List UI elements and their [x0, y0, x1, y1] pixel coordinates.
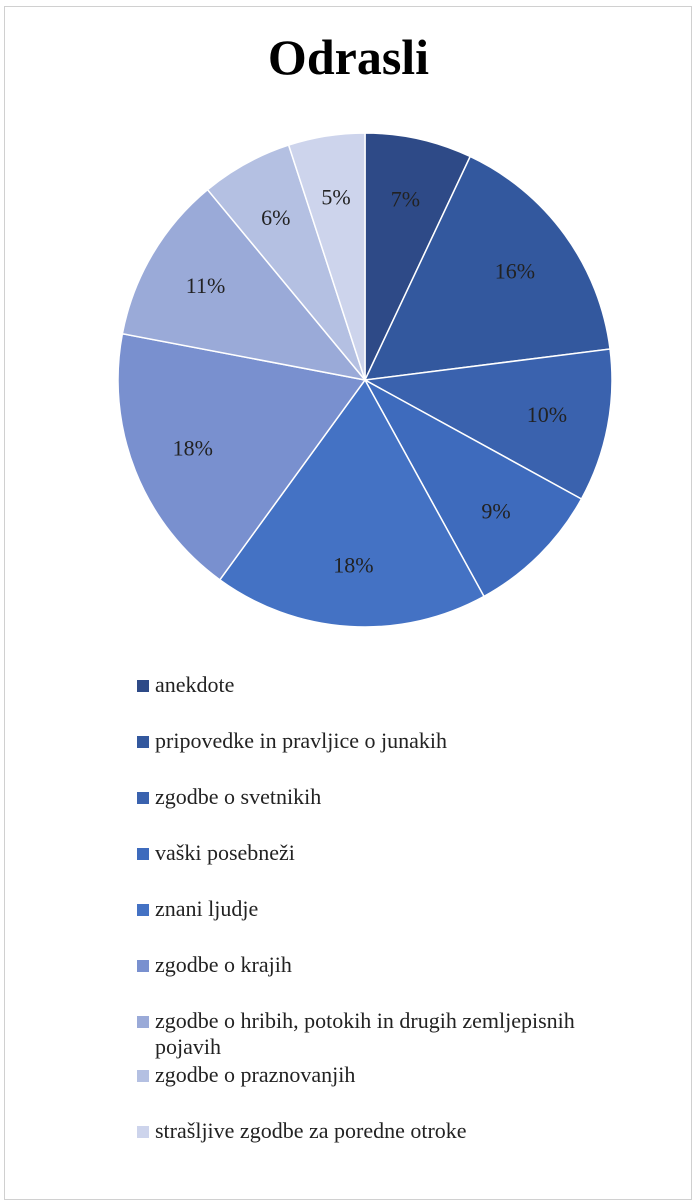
legend-item-anekdote: anekdote	[137, 672, 234, 698]
legend-swatch	[137, 904, 149, 916]
pie-slice-znani-ljudje	[218, 378, 486, 628]
legend-swatch	[137, 736, 149, 748]
legend-label: zgodbe o hribih, potokih in drugih zemlj…	[155, 1008, 575, 1059]
legend-label: zgodbe o praznovanjih	[155, 1062, 356, 1087]
legend-label: pripovedke in pravljice o junakih	[155, 728, 448, 753]
slice-label-znani-ljudje: 18%	[333, 552, 373, 577]
legend-item-zgodbe-o-svetnikih: zgodbe o svetnikih	[137, 784, 321, 810]
pie-slice-strasljive-zgodbe-za-poredne-otroke	[287, 132, 366, 381]
slice-label-vaski-posebnezi: 9%	[481, 498, 510, 523]
legend-label: vaški posebneži	[155, 840, 295, 865]
legend-swatch	[137, 848, 149, 860]
legend-item-zgodbe-o-hribih-potokih-in-drugih-zemljepisnih-pojavih: zgodbe o hribih, potokih in drugih zemlj…	[137, 1008, 575, 1060]
legend-item-strasljive-zgodbe-za-poredne-otroke: strašljive zgodbe za poredne otroke	[137, 1118, 467, 1144]
slice-label-pripovedke-in-pravljice-o-junakih: 16%	[495, 259, 535, 284]
chart-title: Odrasli	[267, 29, 430, 85]
slice-label-strasljive-zgodbe-za-poredne-otroke: 5%	[321, 185, 350, 210]
pie-slice-pripovedke-in-pravljice-o-junakih	[363, 155, 611, 381]
legend-label: zgodbe o krajih	[155, 952, 292, 977]
legend-label: strašljive zgodbe za poredne otroke	[155, 1118, 467, 1143]
legend-label: anekdote	[155, 672, 235, 697]
legend-swatch	[137, 1016, 149, 1028]
legend-item-pripovedke-in-pravljice-o-junakih: pripovedke in pravljice o junakih	[137, 728, 447, 754]
pie-slice-zgodbe-o-krajih	[117, 332, 367, 581]
pie-slice-zgodbe-o-svetnikih	[362, 348, 613, 501]
legend-swatch	[137, 1126, 149, 1138]
slice-label-zgodbe-o-hribih-potokih-in-drugih-zemljepisnih-pojavih: 11%	[186, 273, 226, 298]
slice-label-zgodbe-o-praznovanjih: 6%	[261, 205, 290, 230]
pie-chart: 7% 16% 10% 9% 18% 18% 11% 6% 5%	[117, 132, 613, 628]
legend-swatch	[137, 960, 149, 972]
legend-swatch	[137, 680, 149, 692]
pie-slice-zgodbe-o-hribih-potokih-in-drugih-zemljepisnih-pojavih	[121, 188, 367, 382]
legend-item-zgodbe-o-krajih: zgodbe o krajih	[137, 952, 292, 978]
slice-label-anekdote: 7%	[391, 187, 420, 212]
pie-slice-anekdote	[364, 132, 472, 381]
legend-label: zgodbe o svetnikih	[155, 784, 322, 809]
legend-item-vaski-posebnezi: vaški posebneži	[137, 840, 295, 866]
legend-swatch	[137, 792, 149, 804]
legend-item-znani-ljudje: znani ljudje	[137, 896, 258, 922]
legend-swatch	[137, 1070, 149, 1082]
legend-label: znani ljudje	[155, 896, 259, 921]
legend-item-zgodbe-o-praznovanjih: zgodbe o praznovanjih	[137, 1062, 355, 1088]
slice-label-zgodbe-o-krajih: 18%	[173, 436, 213, 461]
pie-slice-vaski-posebnezi	[363, 378, 583, 598]
slice-label-zgodbe-o-svetnikih: 10%	[527, 402, 567, 427]
